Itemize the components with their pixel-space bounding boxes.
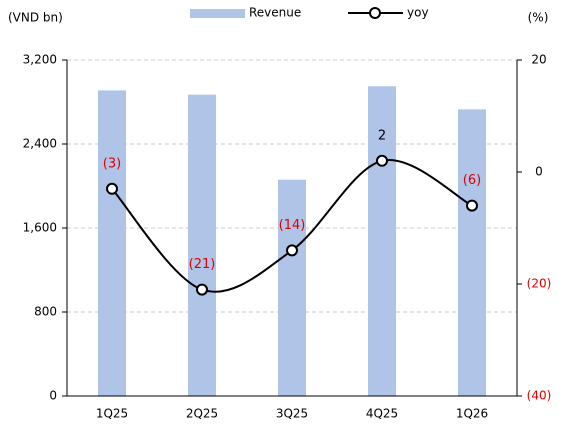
y-tick-label: 2,400 [23, 137, 57, 151]
x-tick-label: 1Q25 [96, 407, 128, 421]
x-tick-label: 1Q26 [456, 407, 488, 421]
data-label: (6) [463, 173, 481, 188]
bar [98, 90, 126, 396]
legend-label: Revenue [249, 6, 301, 20]
y-tick-label: 1,600 [23, 221, 57, 235]
line-marker [466, 199, 478, 212]
y2-tick-label: 0 [535, 165, 543, 179]
bar [458, 109, 486, 396]
y2-tick-label: (20) [527, 277, 552, 291]
data-label: (14) [279, 218, 306, 233]
y-tick-label: 3,200 [23, 53, 57, 67]
y2-axis-label: (%) [528, 11, 549, 25]
legend-label: yoy [407, 6, 429, 20]
data-label: (3) [103, 156, 121, 171]
data-label: 2 [378, 128, 386, 143]
bar [188, 94, 216, 397]
line-marker [196, 283, 208, 296]
y-tick-label: 800 [34, 305, 57, 319]
line-marker [286, 244, 298, 257]
y2-tick-label: 20 [531, 53, 546, 67]
line-marker [106, 182, 118, 195]
y2-tick-label: (40) [527, 389, 552, 403]
data-label: (21) [189, 257, 216, 272]
legend-marker [369, 7, 381, 19]
x-tick-label: 3Q25 [276, 407, 308, 421]
x-tick-label: 4Q25 [366, 407, 398, 421]
x-tick-label: 2Q25 [186, 407, 218, 421]
y-axis-label: (VND bn) [8, 11, 63, 25]
legend-swatch [190, 9, 245, 18]
line-marker [376, 154, 388, 167]
bar [368, 86, 396, 396]
y-tick-label: 0 [49, 389, 57, 403]
bar [278, 179, 306, 396]
